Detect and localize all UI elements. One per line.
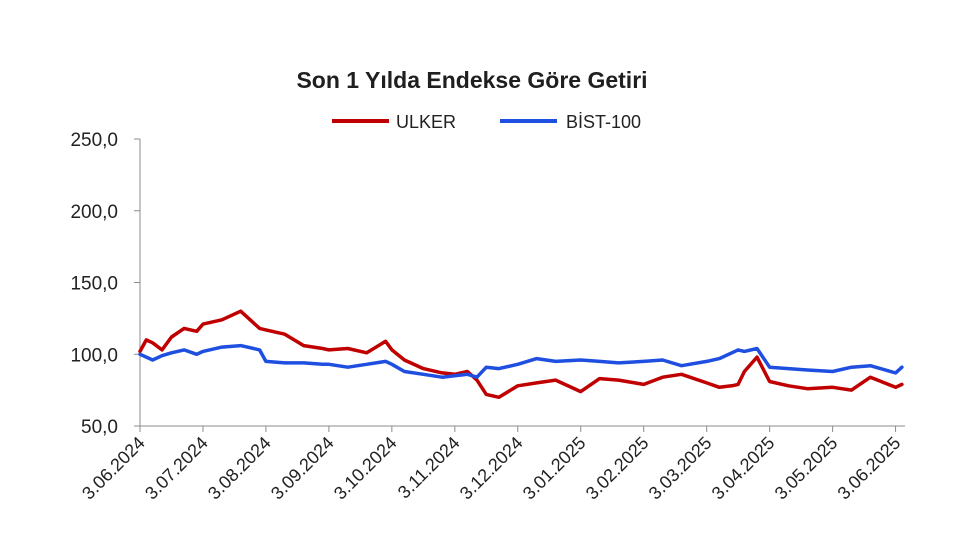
x-tick-label: 3.02.2025 [582, 433, 653, 504]
y-tick-label: 150,0 [70, 274, 118, 295]
series-line-ulker [138, 309, 904, 400]
legend: ULKER BİST-100 [332, 112, 641, 132]
y-tick-label: 100,0 [70, 345, 118, 366]
y-tick-label: 250,0 [70, 130, 118, 151]
x-tick-label: 3.09.2024 [267, 433, 338, 504]
legend-label-ulker: ULKER [396, 112, 456, 132]
x-tick-label: 3.12.2024 [456, 433, 527, 504]
x-tick-label: 3.11.2024 [394, 433, 464, 503]
x-tick-label: 3.10.2024 [330, 433, 401, 504]
x-tick-label: 3.04.2025 [708, 433, 779, 504]
plot-lines [138, 309, 904, 400]
x-axis: 3.06.20243.07.20243.08.20243.09.20243.10… [78, 425, 905, 504]
x-tick-label: 3.05.2025 [771, 433, 842, 504]
y-axis: 50,0 100,0 150,0 200,0 250,0 [70, 130, 141, 438]
chart-title: Son 1 Yılda Endekse Göre Getiri [296, 67, 647, 93]
x-tick-label: 3.06.2025 [834, 433, 905, 504]
series-line-bist100 [138, 343, 904, 379]
x-tick-label: 3.08.2024 [204, 433, 275, 504]
x-tick-label: 3.07.2024 [141, 433, 212, 504]
legend-label-bist100: BİST-100 [566, 112, 641, 132]
x-tick-label: 3.01.2025 [519, 433, 590, 504]
x-tick-label: 3.03.2025 [645, 433, 716, 504]
y-tick-label: 200,0 [70, 202, 118, 223]
x-tick-label: 3.06.2024 [78, 433, 149, 504]
y-tick-label: 50,0 [81, 417, 118, 438]
